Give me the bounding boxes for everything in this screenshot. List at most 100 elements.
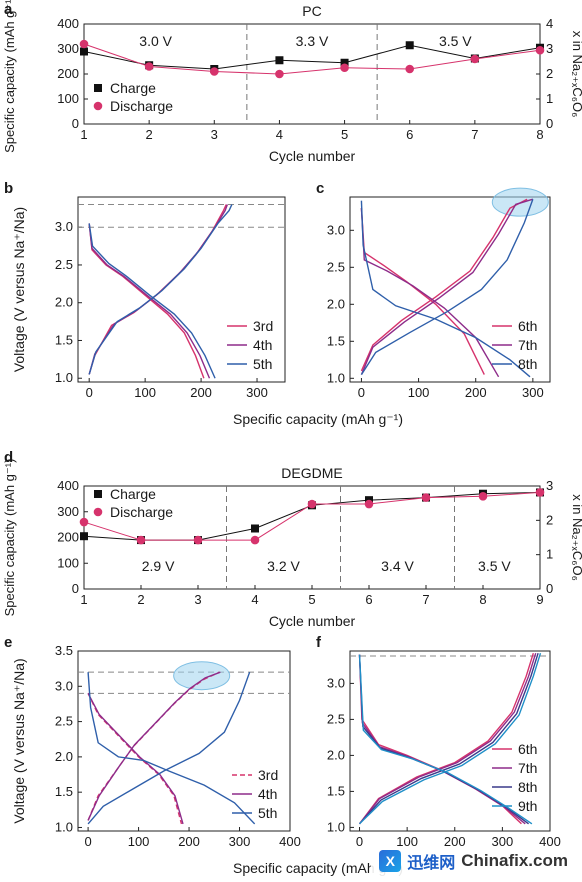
panel-a-xtick-label: 1 [80,127,87,142]
panel-d-letter: d [4,449,13,466]
panel-a-discharge-point [535,45,545,55]
panel-d-region-label: 2.9 V [142,558,175,574]
panel-c-ytick-label: 2.0 [327,296,345,311]
panel-d-ylabel: Specific capacity (mAh g⁻¹) [2,459,17,617]
panel-d-legend-label: Discharge [110,504,173,520]
panel-c-charge-curve [360,198,534,375]
panel-b-charge-curve [88,204,229,375]
panel-f-legend-label: 7th [518,760,537,776]
panel-a-discharge-point [144,62,154,71]
panel-f-ytick-label: 3.0 [327,675,345,690]
panel-d-charge-point [80,532,88,541]
panel-a-xtick-label: 3 [211,127,218,142]
panel-f-legend-label: 8th [518,779,537,795]
panel-f-letter: f [316,634,322,651]
panel-a-xtick-label: 8 [536,127,543,142]
panel-d-y2tick-label: 3 [546,478,553,493]
panel-e-xtick-label: 300 [229,834,251,849]
panel-b-legend-label: 3rd [253,318,273,334]
panel-d-region-label: 3.4 V [381,558,414,574]
panel-e-xtick-label: 200 [178,834,200,849]
panel-a-series-line [83,43,541,75]
panel-b-ylabel: Voltage (V versus Na⁺/Na) [11,207,27,372]
panel-c-xtick-label: 200 [465,385,487,400]
panel-c-discharge-curve [360,200,531,378]
panel-b-frame [77,196,286,383]
panel-a-xlabel: Cycle number [269,148,356,164]
panel-d-charge-point [251,524,259,533]
panel-b-charge-curve [88,204,227,375]
panel-d-discharge-point [364,499,374,509]
panel-a-y2label: x in Na₂₊ₓC₆O₆ [570,31,582,118]
panel-e-ytick-label: 2.5 [55,714,73,729]
panel-e-xlabel: Specific capacity (mAh g⁻¹) [233,860,403,876]
panel-d-y2tick-label: 0 [546,581,553,596]
panel-d-xtick-label: 7 [422,592,429,607]
panel-d-legend-marker [93,507,103,517]
panel-d-ytick-label: 300 [57,504,79,519]
panel-b-discharge-curve [88,223,216,379]
panel-f-charge-curve [358,652,537,825]
panel-a-legend-label: Discharge [110,98,173,114]
panel-a-charge-point [275,56,284,65]
panel-d-discharge-point [421,493,431,502]
panel-d-discharge-point [535,488,545,497]
panel-b-ytick-label: 1.0 [55,370,73,385]
panel-c-legend-label: 7th [518,337,537,353]
panel-c-ytick-label: 3.0 [327,222,345,237]
panel-d-xtick-label: 9 [536,592,543,607]
watermark: X 迅维网 Chinafix.com [371,846,576,876]
panel-d-discharge-point [307,499,317,509]
panel-d-y2tick-label: 1 [546,547,553,562]
panel-b-legend-label: 5th [253,356,272,372]
panel-e-highlight [173,661,231,691]
panel-b-xlabel: Specific capacity (mAh g⁻¹) [233,411,403,427]
panel-d-xtick-label: 3 [194,592,201,607]
panel-e-ytick-label: 1.5 [55,784,73,799]
panel-e-ytick-label: 3.5 [55,643,73,658]
panel-d-xtick-label: 6 [365,592,372,607]
panel-e-charge-curve [87,671,251,825]
panel-e-legend-label: 3rd [258,767,278,783]
panel-e-xtick-label: 400 [279,834,301,849]
panel-e-ytick-label: 3.0 [55,678,73,693]
panel-d-xtick-label: 4 [251,592,258,607]
panel-a-charge-point [340,58,349,67]
panel-d-discharge-point [478,492,488,501]
panel-d-discharge-point [193,535,203,545]
panel-b-xtick-label: 200 [190,385,212,400]
panel-d-xtick-label: 1 [80,592,87,607]
panel-b-ytick-label: 2.5 [55,257,73,272]
panel-c-legend-label: 8th [518,356,537,372]
panel-a-discharge-point [209,67,219,76]
panel-a-region-label: 3.5 V [439,33,472,49]
panel-c-charge-curve [360,198,534,375]
watermark-name: 迅维网 [407,853,456,872]
panel-f-xtick-label: 400 [539,834,561,849]
panel-a-ytick-label: 200 [57,66,79,81]
panel-a-legend-marker [94,84,102,92]
panel-d-xlabel: Cycle number [269,613,356,629]
panel-d-ytick-label: 400 [57,478,79,493]
panel-c-charge-curve [360,198,528,372]
panel-a-region-label: 3.3 V [296,33,329,49]
panel-a-ytick-label: 100 [57,91,79,106]
panel-b-letter: b [4,180,13,197]
panel-f-ytick-label: 2.5 [327,711,345,726]
panel-b-discharge-curve [88,223,211,379]
panel-a-charge-point [405,41,414,50]
panel-f-ytick-label: 1.5 [327,783,345,798]
panel-a-charge-point [80,47,88,56]
panel-e-xtick-label: 100 [128,834,150,849]
panel-a-xtick-label: 7 [471,127,478,142]
panel-a-y2tick-label: 1 [546,91,553,106]
panel-b-ytick-label: 2.0 [55,295,73,310]
panel-c-xtick-label: 0 [358,385,365,400]
panel-a-y2tick-label: 4 [546,16,553,31]
panel-a-ytick-label: 300 [57,41,79,56]
panel-b-xtick-label: 300 [246,385,268,400]
panel-f-legend-label: 9th [518,798,537,814]
panel-a-y2tick-label: 2 [546,66,553,81]
panel-a-xtick-label: 6 [406,127,413,142]
